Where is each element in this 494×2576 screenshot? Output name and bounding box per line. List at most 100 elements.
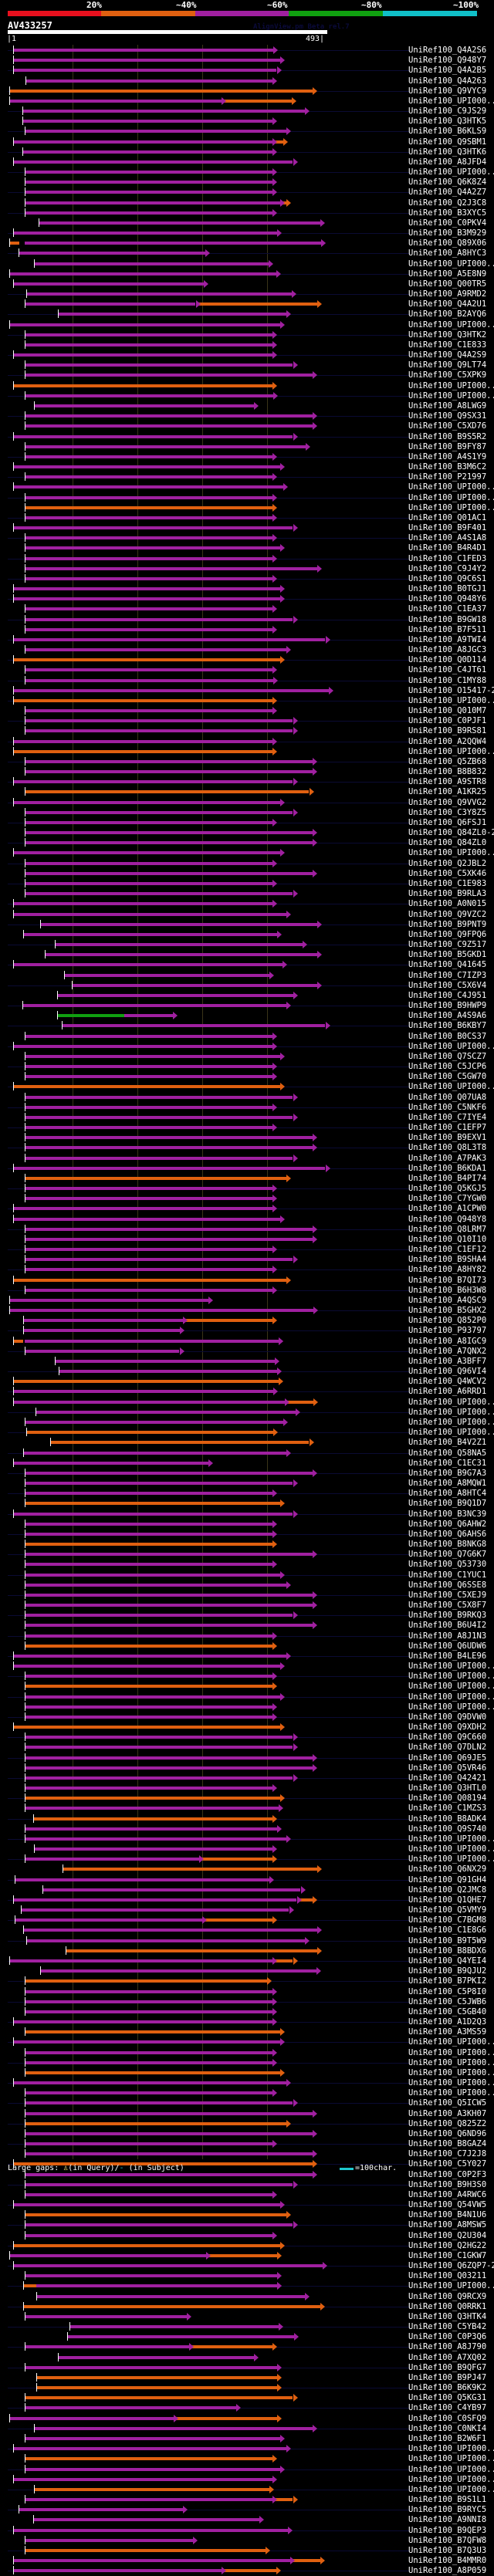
alignment-row[interactable]: UniRef100_UPI000.. [0, 1672, 494, 1682]
hit-label[interactable]: UniRef100_Q84ZL0-2 [408, 828, 494, 838]
alignment-row[interactable]: UniRef100_Q5KGJ5 [0, 1184, 494, 1194]
alignment-row[interactable]: UniRef100_B9F401 [0, 523, 494, 533]
alignment-row[interactable]: UniRef100_A8HY82 [0, 1265, 494, 1275]
alignment-row[interactable]: UniRef100_B9G7A3 [0, 1468, 494, 1479]
hit-label[interactable]: UniRef100_UPI000.. [408, 1844, 494, 1854]
hit-label[interactable]: UniRef100_B9RS81 [408, 726, 487, 736]
alignment-row[interactable]: UniRef100_Q9XDH2 [0, 1722, 494, 1733]
alignment-row[interactable]: UniRef100_Q948Y6 [0, 594, 494, 604]
hit-label[interactable]: UniRef100_UPI000.. [408, 1662, 494, 1671]
hit-label[interactable]: UniRef100_B9H3S0 [408, 2179, 487, 2189]
alignment-row[interactable]: UniRef100_C0SFQ9 [0, 2413, 494, 2424]
hit-label[interactable]: UniRef100_Q825Z2 [408, 2118, 487, 2128]
hit-label[interactable]: UniRef100_A8HYC3 [408, 248, 487, 259]
alignment-row[interactable]: UniRef100_Q2J3C8 [0, 198, 494, 208]
hit-label[interactable]: UniRef100_Q08194 [408, 1793, 487, 1804]
hit-label[interactable]: UniRef100_B9GW18 [408, 614, 487, 624]
alignment-row[interactable]: UniRef100_Q2JBL2 [0, 858, 494, 869]
alignment-row[interactable]: UniRef100_C1MZS3 [0, 1804, 494, 1814]
alignment-row[interactable]: UniRef100_UPI000.. [0, 1407, 494, 1418]
alignment-row[interactable]: UniRef100_A8MQW1 [0, 1479, 494, 1489]
alignment-row[interactable]: UniRef100_C1YUC1 [0, 1570, 494, 1580]
alignment-row[interactable]: UniRef100_Q6UDW6 [0, 1641, 494, 1651]
alignment-row[interactable]: UniRef100_B2W6F1 [0, 2433, 494, 2444]
hit-label[interactable]: UniRef100_Q2JMC8 [408, 1885, 487, 1895]
hit-label[interactable]: UniRef100_Q58NA5 [408, 1448, 487, 1458]
hit-label[interactable]: UniRef100_A9RMD2 [408, 289, 487, 299]
alignment-row[interactable]: UniRef100_C1GKW7 [0, 2250, 494, 2261]
alignment-row[interactable]: UniRef100_C1EFP7 [0, 1123, 494, 1133]
alignment-row[interactable]: UniRef100_Q9VZC2 [0, 909, 494, 920]
hit-label[interactable]: UniRef100_B0CS37 [408, 1031, 487, 1041]
hit-label[interactable]: UniRef100_C0P2F3 [408, 2169, 487, 2179]
alignment-row[interactable]: UniRef100_B8GAZ4 [0, 2139, 494, 2149]
alignment-row[interactable]: UniRef100_Q9RCX9 [0, 2291, 494, 2302]
hit-label[interactable]: UniRef100_UPI000.. [408, 2474, 494, 2484]
alignment-row[interactable]: UniRef100_UPI000.. [0, 695, 494, 706]
hit-label[interactable]: UniRef100_C0P3Q6 [408, 2332, 487, 2342]
alignment-row[interactable]: UniRef100_Q3HTL0 [0, 1783, 494, 1793]
hit-label[interactable]: UniRef100_B4N1U6 [408, 2210, 487, 2220]
hit-label[interactable]: UniRef100_Q6UDW6 [408, 1641, 487, 1651]
hit-label[interactable]: UniRef100_C5XD76 [408, 421, 487, 431]
hit-label[interactable]: UniRef100_A1KR25 [408, 787, 487, 797]
hit-label[interactable]: UniRef100_A4RWC6 [408, 2189, 487, 2199]
hit-label[interactable]: UniRef100_UPI000.. [408, 695, 494, 705]
alignment-row[interactable]: UniRef100_B6KBY7 [0, 1021, 494, 1031]
hit-label[interactable]: UniRef100_Q6K8Z4 [408, 177, 487, 188]
alignment-row[interactable]: UniRef100_Q6NX29 [0, 1864, 494, 1875]
alignment-row[interactable]: UniRef100_UPI000.. [0, 2281, 494, 2291]
alignment-row[interactable]: UniRef100_B8BDX6 [0, 1946, 494, 1956]
alignment-row[interactable]: UniRef100_B7QFW8 [0, 2535, 494, 2546]
alignment-row[interactable]: UniRef100_UPI000.. [0, 2037, 494, 2047]
hit-label[interactable]: UniRef100_UPI000.. [408, 390, 494, 401]
hit-label[interactable]: UniRef100_A9TWI4 [408, 634, 487, 644]
hit-label[interactable]: UniRef100_A5E8N9 [408, 269, 487, 279]
alignment-row[interactable]: UniRef100_B7F511 [0, 624, 494, 635]
hit-label[interactable]: UniRef100_C1YUC1 [408, 1570, 487, 1580]
alignment-row[interactable]: UniRef100_B9HWP9 [0, 1001, 494, 1011]
alignment-row[interactable]: UniRef100_B6K9K2 [0, 2383, 494, 2393]
alignment-row[interactable]: UniRef100_C4J951 [0, 990, 494, 1001]
alignment-row[interactable]: UniRef100_C9JS29 [0, 106, 494, 117]
hit-label[interactable]: UniRef100_A8J1N3 [408, 1631, 487, 1641]
hit-label[interactable]: UniRef100_A8LWG9 [408, 401, 487, 411]
alignment-row[interactable]: UniRef100_UPI000.. [0, 1418, 494, 1428]
alignment-row[interactable]: UniRef100_B4MMR0 [0, 2556, 494, 2566]
alignment-row[interactable]: UniRef100_UPI000.. [0, 1692, 494, 1702]
alignment-row[interactable]: UniRef100_B4PI74 [0, 1173, 494, 1184]
alignment-row[interactable]: UniRef100_Q9C660 [0, 1733, 494, 1743]
alignment-row[interactable]: UniRef100_Q6K8Z4 [0, 177, 494, 188]
hit-label[interactable]: UniRef100_Q9DVW0 [408, 1712, 487, 1722]
alignment-row[interactable]: UniRef100_UPI000.. [0, 390, 494, 401]
alignment-row[interactable]: UniRef100_UPI000.. [0, 1662, 494, 1672]
hit-label[interactable]: UniRef100_Q6ZQP7-2 [408, 2261, 494, 2271]
alignment-row[interactable]: UniRef100_A5E8N9 [0, 269, 494, 279]
hit-label[interactable]: UniRef100_UPI000.. [408, 848, 494, 858]
alignment-row[interactable]: UniRef100_UPI000.. [0, 2484, 494, 2495]
alignment-row[interactable]: UniRef100_Q84ZL0 [0, 838, 494, 848]
hit-label[interactable]: UniRef100_C1E833 [408, 340, 487, 350]
hit-label[interactable]: UniRef100_Q9FPQ6 [408, 929, 487, 939]
alignment-row[interactable]: UniRef100_Q7DLN2 [0, 1743, 494, 1753]
alignment-row[interactable]: UniRef100_B9PJ47 [0, 2372, 494, 2383]
hit-label[interactable]: UniRef100_Q3HTK4 [408, 2311, 487, 2321]
hit-label[interactable]: UniRef100_B6K9K2 [408, 2383, 487, 2393]
hit-label[interactable]: UniRef100_A6RRD1 [408, 1387, 487, 1397]
hit-label[interactable]: UniRef100_B8GAZ4 [408, 2139, 487, 2148]
hit-label[interactable]: UniRef100_Q84ZL0 [408, 838, 487, 848]
hit-label[interactable]: UniRef100_A1D2Q3 [408, 2017, 487, 2027]
hit-label[interactable]: UniRef100_UPI000.. [408, 2047, 494, 2057]
hit-label[interactable]: UniRef100_Q7DLN2 [408, 1743, 487, 1753]
alignment-row[interactable]: UniRef100_C5GW70 [0, 1072, 494, 1082]
hit-label[interactable]: UniRef100_Q3HTK6 [408, 147, 487, 157]
alignment-row[interactable]: UniRef100_B7Q3U3 [0, 2545, 494, 2556]
hit-label[interactable]: UniRef100_B9FY87 [408, 441, 487, 451]
alignment-row[interactable]: UniRef100_Q7SCZ7 [0, 1051, 494, 1062]
alignment-row[interactable]: UniRef100_B9SHA4 [0, 1255, 494, 1265]
hit-label[interactable]: UniRef100_Q3HTK2 [408, 330, 487, 340]
hit-label[interactable]: UniRef100_B4MMR0 [408, 2556, 487, 2565]
hit-label[interactable]: UniRef100_C5P8I0 [408, 1986, 487, 1996]
hit-label[interactable]: UniRef100_UPI000.. [408, 482, 494, 492]
hit-label[interactable]: UniRef100_A8P059 [408, 2566, 487, 2576]
